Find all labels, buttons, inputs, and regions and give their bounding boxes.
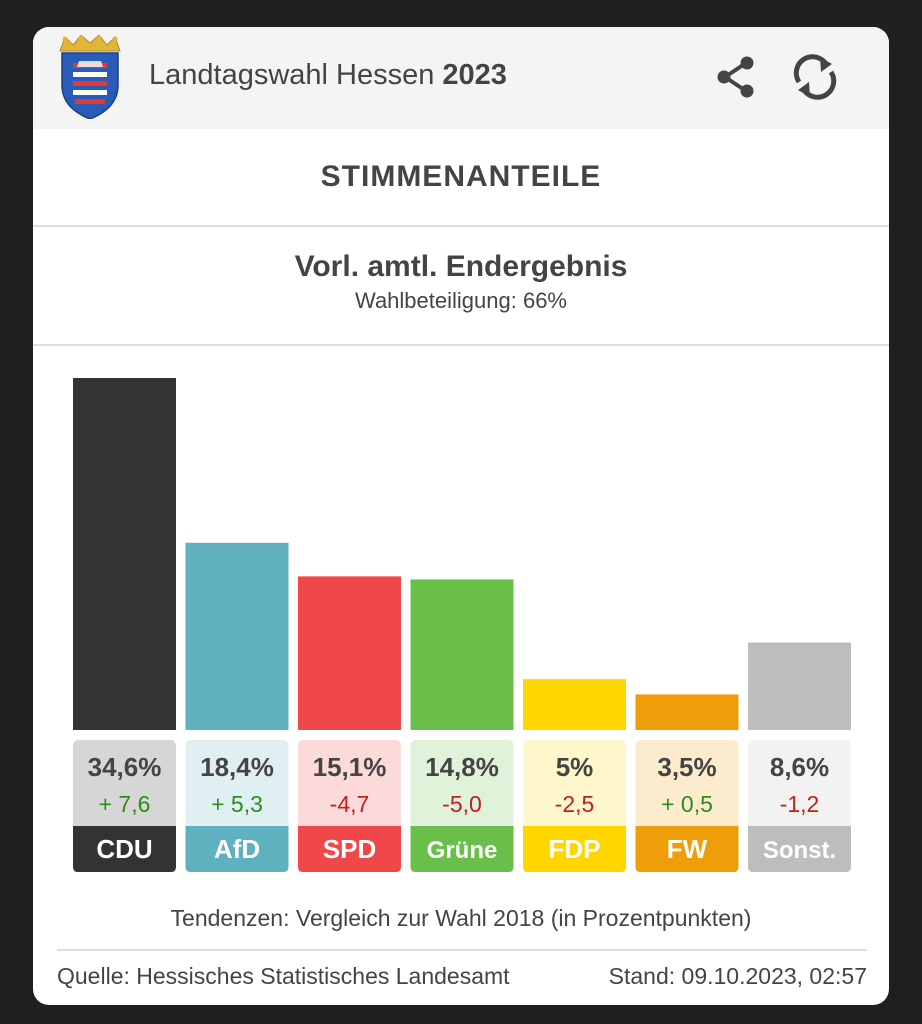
party-label-fw[interactable]: FW	[667, 834, 708, 864]
party-tab-fw[interactable]	[635, 826, 739, 872]
party-label-sonst[interactable]: Sonst.	[763, 837, 836, 864]
result-tile-grne	[410, 740, 514, 872]
change-label-sonst: -1,2	[780, 791, 820, 817]
value-label-cdu: 34,6%	[88, 752, 162, 782]
section-title: STIMMENANTEILE	[33, 129, 889, 227]
party-tab-afd[interactable]	[185, 826, 289, 872]
result-tile-spd	[298, 740, 401, 872]
value-label-sonst: 8,6%	[770, 752, 829, 782]
value-label-fw: 3,5%	[657, 752, 716, 782]
party-tab-fdp[interactable]	[523, 826, 626, 872]
result-header: Vorl. amtl. Endergebnis Wahlbeteiligung:…	[33, 227, 889, 346]
top-bar: Landtagswahl Hessen 2023	[33, 27, 889, 129]
value-label-spd: 15,1%	[313, 752, 387, 782]
footer-divider	[57, 949, 867, 951]
bar-afd	[185, 542, 289, 730]
change-label-afd: + 5,3	[211, 791, 263, 817]
party-tab-cdu[interactable]	[73, 826, 176, 872]
bar-sonst	[748, 642, 851, 730]
party-label-fdp[interactable]: FDP	[549, 834, 601, 864]
bar-spd	[298, 576, 401, 730]
bar-grne	[410, 579, 514, 730]
source-label: Quelle: Hessisches Statistisches Landesa…	[57, 963, 510, 989]
result-tile-afd	[185, 740, 289, 872]
result-tile-fw	[635, 740, 739, 872]
party-label-grne[interactable]: Grüne	[427, 837, 498, 864]
party-label-spd[interactable]: SPD	[323, 834, 376, 864]
party-label-cdu[interactable]: CDU	[96, 834, 152, 864]
value-label-fdp: 5%	[556, 752, 594, 782]
change-label-spd: -4,7	[330, 791, 370, 817]
party-tab-sonst[interactable]	[748, 826, 851, 872]
change-label-grne: -5,0	[442, 791, 482, 817]
stand-label: Stand: 09.10.2023, 02:57	[608, 963, 867, 989]
value-label-afd: 18,4%	[200, 752, 274, 782]
bar-cdu	[73, 378, 176, 730]
party-tab-grne[interactable]	[410, 826, 514, 872]
bar-fdp	[523, 679, 626, 730]
tendency-note: Tendenzen: Vergleich zur Wahl 2018 (in P…	[170, 905, 752, 931]
value-label-grne: 14,8%	[425, 752, 499, 782]
election-card: Landtagswahl Hessen 2023 STIMMENANTEILE …	[33, 27, 889, 1005]
refresh-icon[interactable]	[790, 52, 840, 102]
result-title: Vorl. amtl. Endergebnis	[294, 250, 628, 283]
turnout-label: Wahlbeteiligung: 66%	[355, 288, 567, 313]
bar-fw	[635, 694, 739, 730]
app-title-text: Landtagswahl Hessen	[149, 59, 443, 91]
result-tile-fdp	[523, 740, 626, 872]
party-tab-spd[interactable]	[298, 826, 401, 872]
result-tile-cdu	[73, 740, 176, 872]
party-label-afd[interactable]: AfD	[214, 834, 260, 864]
change-label-cdu: + 7,6	[99, 791, 151, 817]
app-title-year: 2023	[442, 59, 507, 91]
app-title: Landtagswahl Hessen 2023	[149, 59, 507, 92]
share-icon[interactable]	[715, 55, 759, 99]
result-tile-sonst	[748, 740, 851, 872]
change-label-fdp: -2,5	[555, 791, 595, 817]
change-label-fw: + 0,5	[661, 791, 713, 817]
hessen-crest-icon	[59, 35, 121, 119]
